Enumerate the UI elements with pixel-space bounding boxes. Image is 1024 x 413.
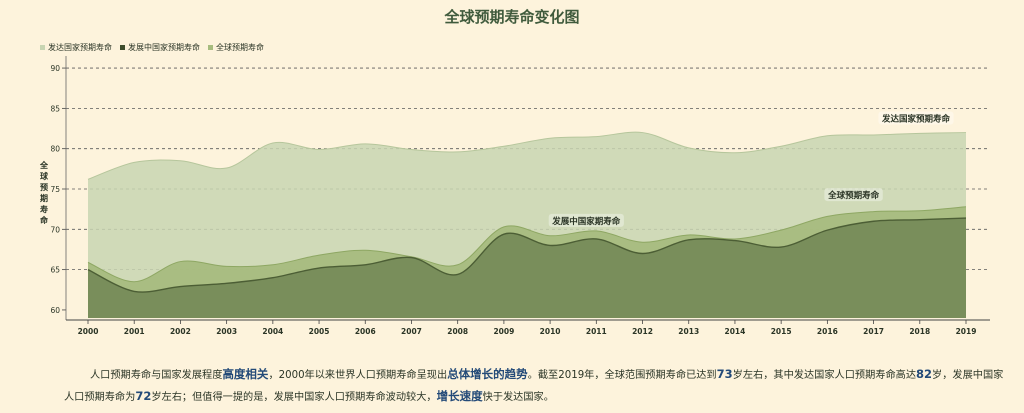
note-highlight-4: 82 [916,367,933,381]
annotation-bg-1 [824,188,883,202]
x-tick-label-2019: 2019 [956,327,977,336]
x-tick-label-2016: 2016 [817,327,838,336]
note-highlight-5: 72 [135,389,152,403]
x-tick-label-2001: 2001 [124,327,145,336]
y-tick-label-65: 65 [50,266,60,275]
series-line-1 [87,206,967,283]
x-tick-label-2010: 2010 [540,327,561,336]
chart-title: 全球预期寿命变化图 [444,8,580,26]
note-text-1: 人口预期寿命与国家发展程度 [90,370,223,381]
legend-swatch-developed [40,44,45,50]
note-highlight-6: 增长速度 [436,389,483,403]
series-line-0 [87,131,967,180]
legend-swatch-developing [120,44,125,50]
x-tick-label-2018: 2018 [909,327,930,336]
note-text-7: 快于发达国家。 [482,392,554,403]
chart-description: 人口预期寿命与国家发展程度高度相关，2000年以来世界人口预期寿命呈现出总体增长… [64,364,1004,408]
x-tick-label-2017: 2017 [863,327,884,336]
note-highlight-1: 高度相关 [222,367,269,381]
annotation-2: 发展中国家期寿命 [551,216,621,227]
annotation-1: 全球预期寿命 [827,190,880,201]
x-tick-label-2004: 2004 [262,327,283,336]
y-tick-label-75: 75 [50,185,60,194]
legend-item-global[interactable]: 全球预期寿命 [208,42,264,53]
y-tick-label-80: 80 [50,145,60,154]
x-tick-label-2015: 2015 [771,327,792,336]
life-expectancy-chart: 60 65 70 75 80 85 90 全球预期寿命 2000 2001 2002 2003 2004… [39,56,990,336]
x-tick-label-2003: 2003 [216,327,237,336]
y-tick-label-90: 90 [50,64,60,73]
y-tick-label-60: 60 [50,306,60,315]
note-text-2: ，2000年以来世界人口预期寿命呈现出 [268,370,448,381]
y-tick-label-85: 85 [50,104,60,113]
series-line-2 [87,217,967,293]
note-text-6: 岁左右；但值得一提的是，发展中国家人口预期寿命波动较大， [151,392,437,403]
x-tick-label-2006: 2006 [355,327,376,336]
legend-label-global: 全球预期寿命 [216,42,264,52]
legend-label-developed: 发达国家预期寿命 [48,42,112,52]
annotation-bg-2 [548,213,624,227]
x-tick-label-2000: 2000 [78,327,99,336]
legend-label-developing: 发展中国家预期寿命 [128,42,200,52]
x-tick-label-2005: 2005 [309,327,330,336]
x-tick-label-2008: 2008 [447,327,468,336]
annotation-bg-0 [878,111,954,125]
x-tick-label-2012: 2012 [632,327,653,336]
legend-item-developing[interactable]: 发展中国家预期寿命 [120,42,200,53]
note-highlight-3: 73 [716,367,733,381]
note-text-5: 岁，发展中国家人口预期寿命为 [64,370,1004,403]
note-highlight-2: 总体增长的趋势 [447,367,528,381]
x-tick-label-2009: 2009 [493,327,514,336]
note-text-4: 岁左右，其中发达国家人口预期寿命高达 [732,370,917,381]
x-tick-label-2011: 2011 [586,327,607,336]
y-axis-label: 全球预期寿命 [39,160,49,225]
legend-swatch-global [208,44,213,50]
legend-item-developed[interactable]: 发达国家预期寿命 [40,42,112,53]
chart-legend: 发达国家预期寿命 发展中国家预期寿命 全球预期寿命 [40,40,264,54]
x-tick-label-2007: 2007 [401,327,422,336]
x-tick-label-2013: 2013 [678,327,699,336]
x-tick-label-2014: 2014 [725,327,746,336]
annotation-0: 发达国家预期寿命 [881,113,951,124]
y-tick-label-70: 70 [50,225,60,234]
note-text-3: 。截至2019年，全球范围预期寿命已达到 [527,370,717,381]
x-tick-label-2002: 2002 [170,327,191,336]
